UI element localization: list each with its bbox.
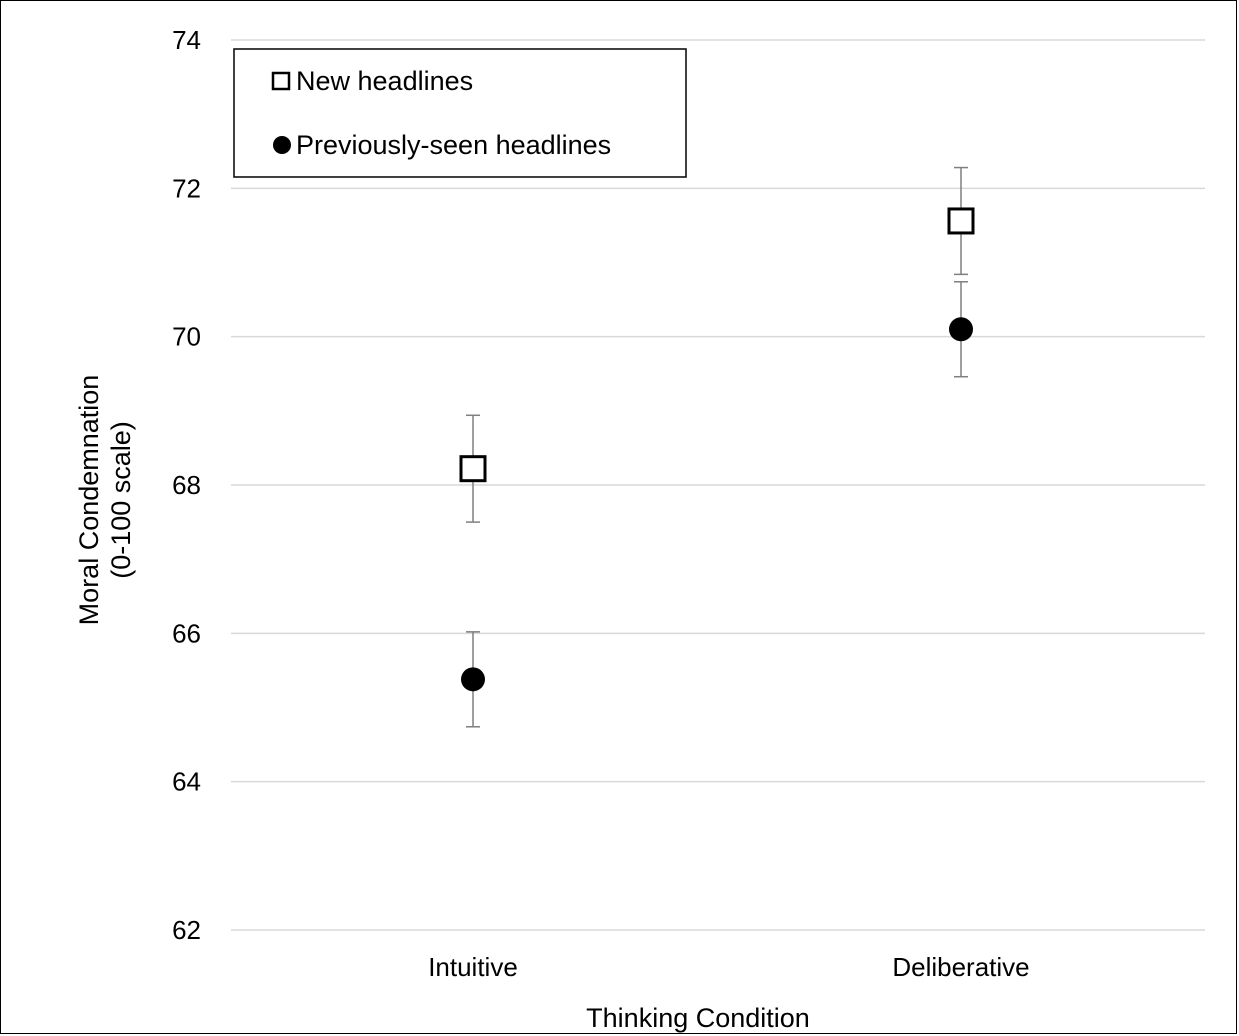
marker-new-headlines-deliberative (947, 207, 975, 235)
marker-previously-seen-headlines-deliberative (949, 317, 973, 342)
legend-filled-circle-icon (273, 136, 291, 154)
y-tick-label-66: 66 (172, 618, 201, 648)
data-markers (459, 207, 975, 692)
y-tick-labels: 62 64 66 68 70 72 74 (172, 25, 201, 945)
gridlines (231, 39, 1205, 931)
legend-box (233, 48, 687, 178)
y-tick-label-72: 72 (172, 173, 201, 203)
y-tick-label-74: 74 (172, 25, 201, 55)
x-tick-label-intuitive: Intuitive (428, 952, 518, 982)
x-tick-label-deliberative: Deliberative (892, 952, 1029, 982)
error-bars (466, 166, 968, 728)
y-tick-label-70: 70 (172, 322, 201, 352)
legend-open-square-icon (271, 71, 291, 91)
y-axis-title: Moral Condemnation (0-100 scale) (74, 375, 136, 626)
legend: New headlines Previously-seen headlines (233, 48, 687, 178)
y-axis-title-line-1: Moral Condemnation (74, 375, 104, 626)
legend-label-previously-seen-headlines: Previously-seen headlines (296, 130, 611, 160)
legend-label-new-headlines: New headlines (296, 66, 473, 96)
y-tick-label-64: 64 (172, 767, 201, 797)
marker-new-headlines-intuitive (459, 455, 487, 483)
x-tick-labels: Intuitive Deliberative (428, 952, 1029, 982)
y-tick-label-68: 68 (172, 470, 201, 500)
x-axis-title: Thinking Condition (586, 1003, 810, 1033)
marker-previously-seen-headlines-intuitive (461, 667, 485, 692)
y-tick-label-62: 62 (172, 915, 201, 945)
y-axis-title-line-2: (0-100 scale) (106, 421, 136, 579)
